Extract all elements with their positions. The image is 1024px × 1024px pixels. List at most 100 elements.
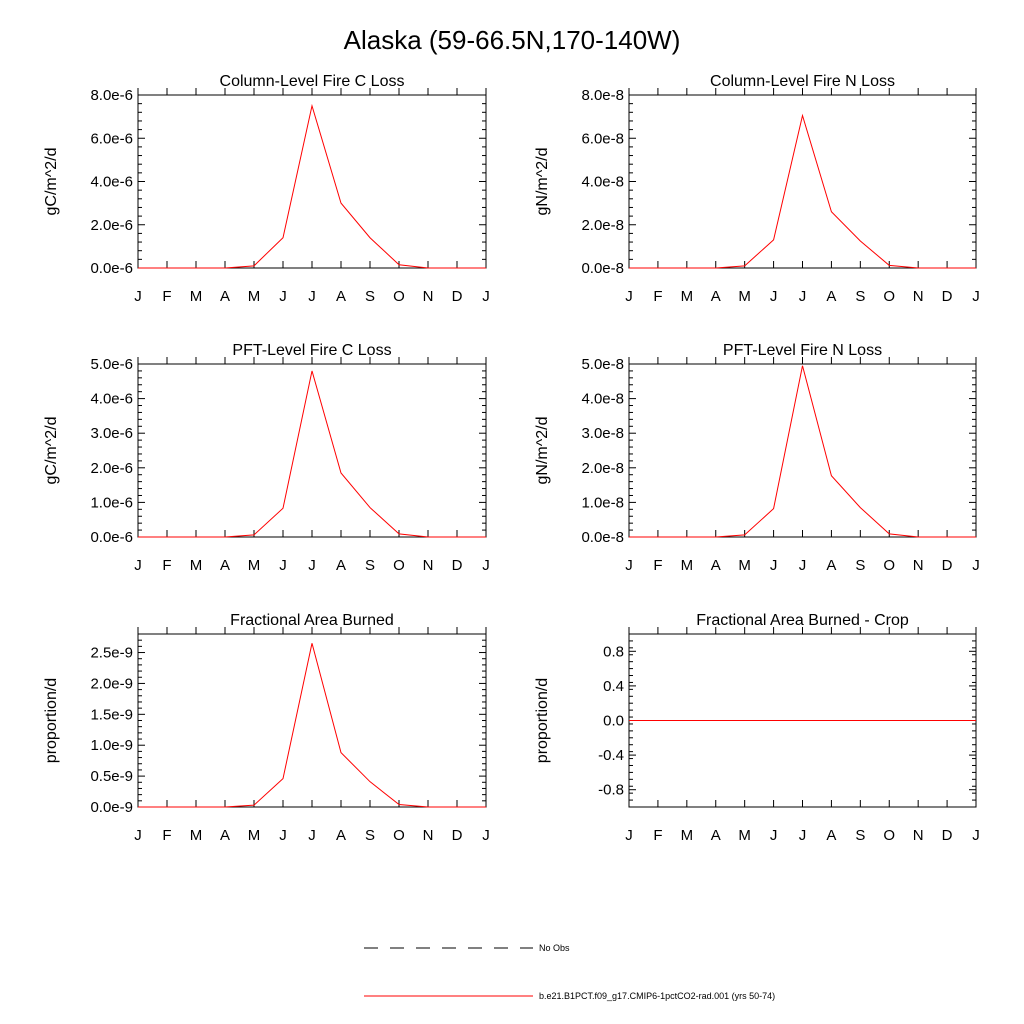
x-tick-label: J xyxy=(770,557,778,574)
y-tick-label: 3.0e-6 xyxy=(90,425,133,442)
y-tick-label: 1.0e-8 xyxy=(581,494,624,511)
x-tick-label: J xyxy=(799,288,807,305)
x-tick-label: A xyxy=(826,557,836,574)
x-tick-label: N xyxy=(913,827,924,844)
y-axis-label: gN/m^2/d xyxy=(534,417,551,485)
x-tick-label: J xyxy=(279,557,287,574)
y-axis-label: gN/m^2/d xyxy=(534,148,551,216)
y-tick-label: 2.0e-8 xyxy=(581,460,624,477)
x-tick-label: M xyxy=(190,827,203,844)
y-axis-label: gC/m^2/d xyxy=(43,148,60,216)
x-tick-label: N xyxy=(913,557,924,574)
x-tick-label: M xyxy=(248,288,261,305)
x-tick-label: D xyxy=(942,288,953,305)
y-tick-label: 4.0e-6 xyxy=(90,391,133,408)
x-tick-label: M xyxy=(248,557,261,574)
x-tick-label: A xyxy=(220,827,230,844)
x-tick-label: A xyxy=(220,288,230,305)
y-tick-label: 2.0e-9 xyxy=(90,675,133,692)
y-tick-label: 0.0e-6 xyxy=(90,529,133,546)
x-tick-label: J xyxy=(482,288,490,305)
x-tick-label: S xyxy=(855,827,865,844)
chart-title: PFT-Level Fire C Loss xyxy=(232,342,391,359)
y-tick-label: 0.0e-9 xyxy=(90,799,133,816)
x-tick-label: S xyxy=(365,288,375,305)
legend-label: b.e21.B1PCT.f09_g17.CMIP6-1pctCO2-rad.00… xyxy=(539,991,775,1001)
y-tick-label: 0.0e-8 xyxy=(581,260,624,277)
x-tick-label: O xyxy=(883,557,895,574)
x-tick-label: J xyxy=(625,288,633,305)
x-tick-label: M xyxy=(738,288,751,305)
y-tick-label: 2.5e-9 xyxy=(90,645,133,662)
x-tick-label: M xyxy=(681,288,694,305)
x-tick-label: J xyxy=(972,288,980,305)
x-tick-label: F xyxy=(162,557,171,574)
x-tick-label: D xyxy=(452,557,463,574)
series-line xyxy=(138,103,486,269)
x-tick-label: M xyxy=(248,827,261,844)
x-tick-label: S xyxy=(855,288,865,305)
y-tick-label: 2.0e-6 xyxy=(90,460,133,477)
x-tick-label: S xyxy=(365,827,375,844)
series-line xyxy=(629,113,976,269)
x-tick-label: D xyxy=(942,827,953,844)
x-tick-label: J xyxy=(308,557,316,574)
x-tick-label: D xyxy=(452,827,463,844)
y-tick-label: 6.0e-6 xyxy=(90,130,133,147)
y-tick-label: 0.8 xyxy=(603,643,624,660)
y-tick-label: 0.4 xyxy=(603,678,624,695)
x-tick-label: J xyxy=(799,557,807,574)
x-tick-label: M xyxy=(681,827,694,844)
x-tick-label: A xyxy=(336,827,346,844)
x-tick-label: F xyxy=(162,288,171,305)
y-axis-label: proportion/d xyxy=(534,678,551,763)
plot-frame xyxy=(628,94,977,269)
legend-label: No Obs xyxy=(539,943,570,953)
x-tick-label: N xyxy=(423,557,434,574)
y-tick-label: 2.0e-6 xyxy=(90,217,133,234)
x-tick-label: J xyxy=(308,827,316,844)
x-tick-label: O xyxy=(883,827,895,844)
y-tick-label: 8.0e-6 xyxy=(90,87,133,104)
x-tick-label: N xyxy=(913,288,924,305)
chart-title: Fractional Area Burned - Crop xyxy=(696,612,909,629)
series-line xyxy=(629,365,976,538)
x-tick-label: J xyxy=(972,557,980,574)
x-tick-label: O xyxy=(883,288,895,305)
x-tick-label: J xyxy=(279,288,287,305)
x-tick-label: M xyxy=(190,557,203,574)
x-tick-label: M xyxy=(738,557,751,574)
y-tick-label: 4.0e-8 xyxy=(581,174,624,191)
y-tick-label: 0.5e-9 xyxy=(90,768,133,785)
chart-title: Fractional Area Burned xyxy=(230,612,394,629)
x-tick-label: J xyxy=(279,827,287,844)
chart-title: Column-Level Fire C Loss xyxy=(220,73,405,90)
x-tick-label: A xyxy=(220,557,230,574)
x-tick-label: M xyxy=(738,827,751,844)
x-tick-label: A xyxy=(711,288,721,305)
x-tick-label: A xyxy=(336,557,346,574)
x-tick-label: J xyxy=(482,557,490,574)
x-tick-label: S xyxy=(855,557,865,574)
y-tick-label: 1.0e-6 xyxy=(90,494,133,511)
x-tick-label: J xyxy=(134,827,142,844)
x-tick-label: F xyxy=(653,827,662,844)
y-tick-label: -0.4 xyxy=(598,747,624,764)
plot-frame xyxy=(137,363,487,538)
plot-frame xyxy=(628,363,977,538)
x-tick-label: N xyxy=(423,288,434,305)
x-tick-label: J xyxy=(308,288,316,305)
x-tick-label: O xyxy=(393,557,405,574)
series-line xyxy=(138,370,486,538)
chart-title: Column-Level Fire N Loss xyxy=(710,73,895,90)
x-tick-label: F xyxy=(653,557,662,574)
x-tick-label: J xyxy=(134,288,142,305)
y-tick-label: 0.0e-8 xyxy=(581,529,624,546)
y-tick-label: -0.8 xyxy=(598,782,624,799)
